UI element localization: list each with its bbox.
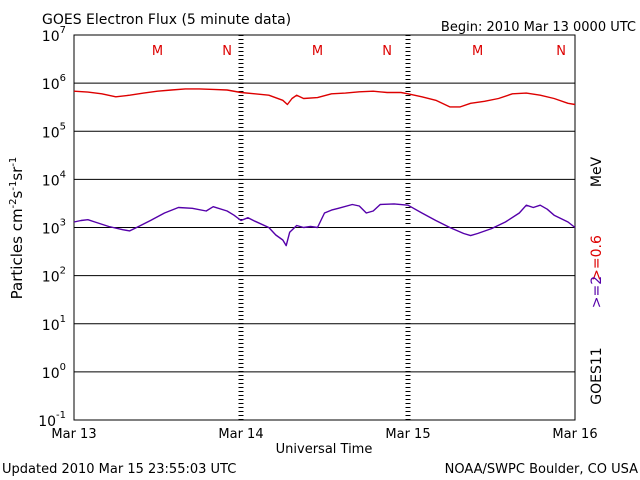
mn-marker: M xyxy=(472,44,483,59)
y-tick-label: 10-1 xyxy=(38,410,66,430)
mn-marker: N xyxy=(556,44,566,59)
y-tick-label: 104 xyxy=(42,169,66,189)
x-tick-label: Mar 15 xyxy=(385,427,430,442)
y-tick-label: 106 xyxy=(42,73,66,93)
satellite-label: GOES11 xyxy=(589,347,605,404)
series-lines xyxy=(73,88,576,247)
x-tick-labels: Mar 13 Mar 14 Mar 15 Mar 16 xyxy=(51,427,597,442)
mn-marker: M xyxy=(152,44,163,59)
x-axis-label: Universal Time xyxy=(276,442,373,457)
x-tick-label: Mar 16 xyxy=(552,427,597,442)
mn-marker: M xyxy=(312,44,323,59)
series-line xyxy=(73,88,576,108)
y-tick-label: 103 xyxy=(42,218,66,238)
series-line xyxy=(73,203,576,247)
y-tick-label: 101 xyxy=(42,314,66,334)
begin-date: Begin: 2010 Mar 13 0000 UTC xyxy=(441,20,636,35)
y-tick-label: 105 xyxy=(42,121,66,141)
units-label: MeV xyxy=(589,156,605,187)
updated-timestamp: Updated 2010 Mar 15 23:55:03 UTC xyxy=(2,462,236,477)
x-tick-label: Mar 14 xyxy=(218,427,263,442)
y-tick-label: 107 xyxy=(42,25,66,45)
y-tick-labels: 10-1 100 101 102 103 104 105 106 107 xyxy=(38,25,66,430)
y-tick-label: 100 xyxy=(42,362,66,382)
source-credit: NOAA/SWPC Boulder, CO USA xyxy=(445,462,638,477)
band-label-low: >=0.6 xyxy=(589,235,605,281)
band-label-high: >=2 xyxy=(589,276,605,308)
mn-marker: N xyxy=(222,44,232,59)
y-axis-label: Particles cm-2s-1sr-1 xyxy=(8,157,26,300)
chart-title: GOES Electron Flux (5 minute data) xyxy=(42,12,291,28)
y-tick-label: 102 xyxy=(42,266,66,286)
y-axis-label-text: Particles cm xyxy=(8,208,26,299)
x-tick-label: Mar 13 xyxy=(51,427,96,442)
mn-marker: N xyxy=(382,44,392,59)
